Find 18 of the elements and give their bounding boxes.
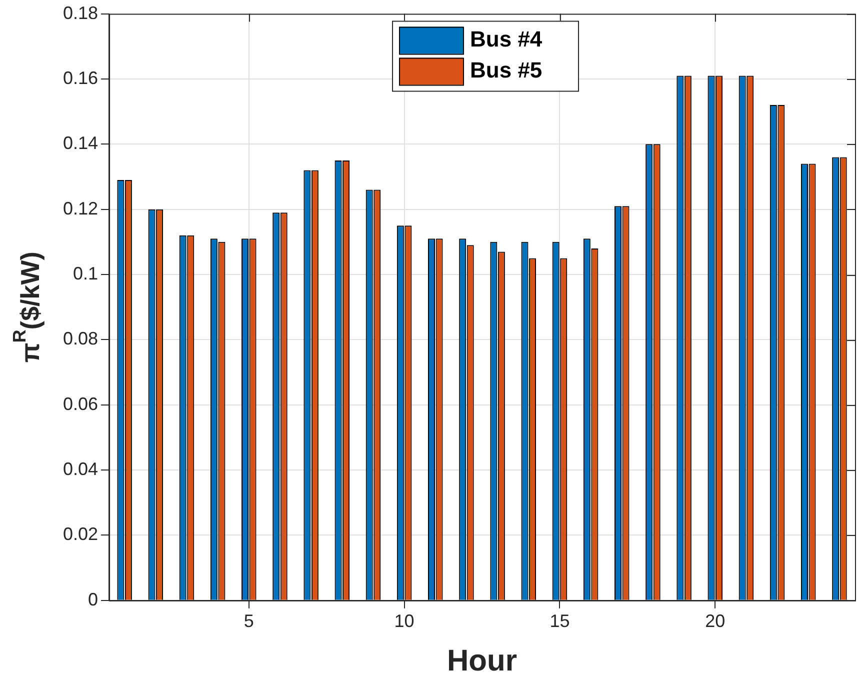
y-axis-title: πR($/kW) (9, 252, 46, 363)
y-tick-label: 0.14 (62, 133, 98, 154)
y-tick-label: 0.1 (73, 263, 98, 284)
y-tick-label: 0.02 (62, 524, 98, 544)
y-tick-label: 0.08 (62, 328, 98, 349)
y-tick-label: 0.16 (62, 68, 98, 88)
x-tick-label: 20 (705, 611, 726, 632)
y-tick-label: 0.06 (62, 394, 98, 414)
x-tick-label: 10 (394, 611, 414, 632)
legend-label: Bus #5 (470, 57, 542, 82)
y-tick-label: 0.18 (62, 2, 98, 23)
y-tick-label: 0 (88, 589, 98, 610)
y-tick-label: 0.12 (62, 198, 98, 218)
x-axis-title: Hour (447, 644, 518, 678)
y-tick-label: 0.04 (62, 459, 98, 480)
x-tick-label: 5 (244, 611, 254, 632)
legend-label: Bus #4 (470, 26, 543, 52)
x-tick-label: 15 (550, 611, 570, 632)
